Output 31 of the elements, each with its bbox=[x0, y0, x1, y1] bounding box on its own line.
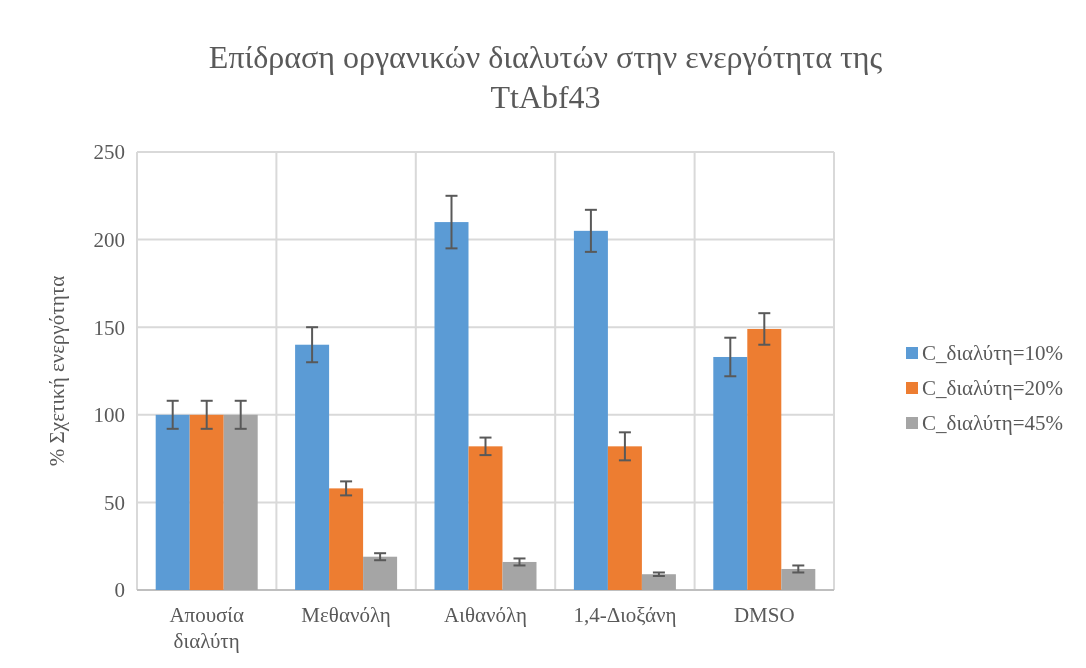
bar bbox=[607, 446, 642, 590]
y-tick-label: 250 bbox=[93, 140, 125, 165]
y-tick-label: 0 bbox=[114, 578, 125, 603]
y-tick-label: 100 bbox=[93, 403, 125, 428]
bar bbox=[781, 568, 816, 590]
x-tick-label: DMSO bbox=[733, 603, 795, 627]
bar bbox=[434, 222, 469, 590]
bar bbox=[747, 328, 782, 590]
x-tick-label: Απουσία διαλύτη bbox=[169, 603, 245, 653]
x-tick-label: Αιθανόλη bbox=[444, 603, 527, 627]
x-tick-label: 1,4-Διοξάνη bbox=[573, 603, 677, 627]
bar bbox=[189, 414, 224, 590]
legend-label: C_διαλύτη=10% bbox=[922, 341, 1064, 366]
bar bbox=[502, 561, 537, 590]
y-tick-label: 150 bbox=[93, 315, 125, 340]
bar bbox=[155, 414, 190, 590]
y-tick-label: 200 bbox=[93, 227, 125, 252]
y-axis-title: % Σχετική ενεργότητα bbox=[45, 275, 69, 467]
bar bbox=[713, 356, 748, 590]
y-tick-label: 50 bbox=[104, 490, 125, 515]
bar bbox=[641, 574, 676, 590]
legend-label: C_διαλύτη=20% bbox=[922, 376, 1064, 401]
legend-label: C_διαλύτη=45% bbox=[922, 411, 1064, 436]
bar bbox=[468, 446, 503, 590]
bar bbox=[329, 488, 364, 590]
bar bbox=[573, 230, 608, 590]
chart-title: Επίδραση οργανικών διαλυτών στην ενεργότητα της TtAbf43 bbox=[208, 39, 883, 115]
bar bbox=[223, 414, 258, 590]
bar bbox=[363, 556, 398, 590]
x-tick-label: Μεθανόλη bbox=[301, 603, 391, 627]
bar bbox=[295, 344, 330, 590]
